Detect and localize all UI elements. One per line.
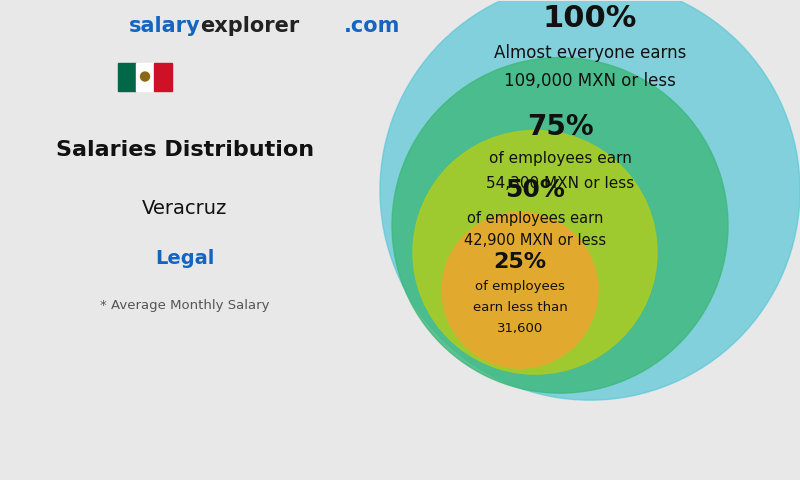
Text: of employees: of employees (475, 280, 565, 293)
Text: of employees earn: of employees earn (467, 211, 603, 226)
Text: 31,600: 31,600 (497, 322, 543, 335)
Text: 42,900 MXN or less: 42,900 MXN or less (464, 233, 606, 248)
Bar (154, 62, 172, 91)
Bar (136, 62, 154, 91)
Circle shape (413, 131, 657, 374)
Text: 75%: 75% (526, 113, 594, 142)
Text: 100%: 100% (543, 4, 637, 33)
Circle shape (141, 72, 150, 81)
Text: Salaries Distribution: Salaries Distribution (56, 141, 314, 160)
Text: Legal: Legal (155, 249, 214, 268)
Text: earn less than: earn less than (473, 301, 567, 314)
Text: of employees earn: of employees earn (489, 151, 631, 166)
Text: 25%: 25% (494, 252, 546, 272)
Text: explorer: explorer (200, 16, 299, 36)
Text: 54,300 MXN or less: 54,300 MXN or less (486, 176, 634, 191)
Text: .com: .com (344, 16, 400, 36)
Bar (118, 62, 136, 91)
Text: 109,000 MXN or less: 109,000 MXN or less (504, 72, 676, 90)
Circle shape (442, 212, 598, 368)
Circle shape (392, 58, 728, 393)
Text: * Average Monthly Salary: * Average Monthly Salary (100, 299, 270, 312)
Text: 50%: 50% (505, 179, 565, 203)
Text: Almost everyone earns: Almost everyone earns (494, 44, 686, 61)
Text: Veracruz: Veracruz (142, 199, 228, 218)
Circle shape (380, 0, 800, 400)
Text: salary: salary (128, 16, 200, 36)
